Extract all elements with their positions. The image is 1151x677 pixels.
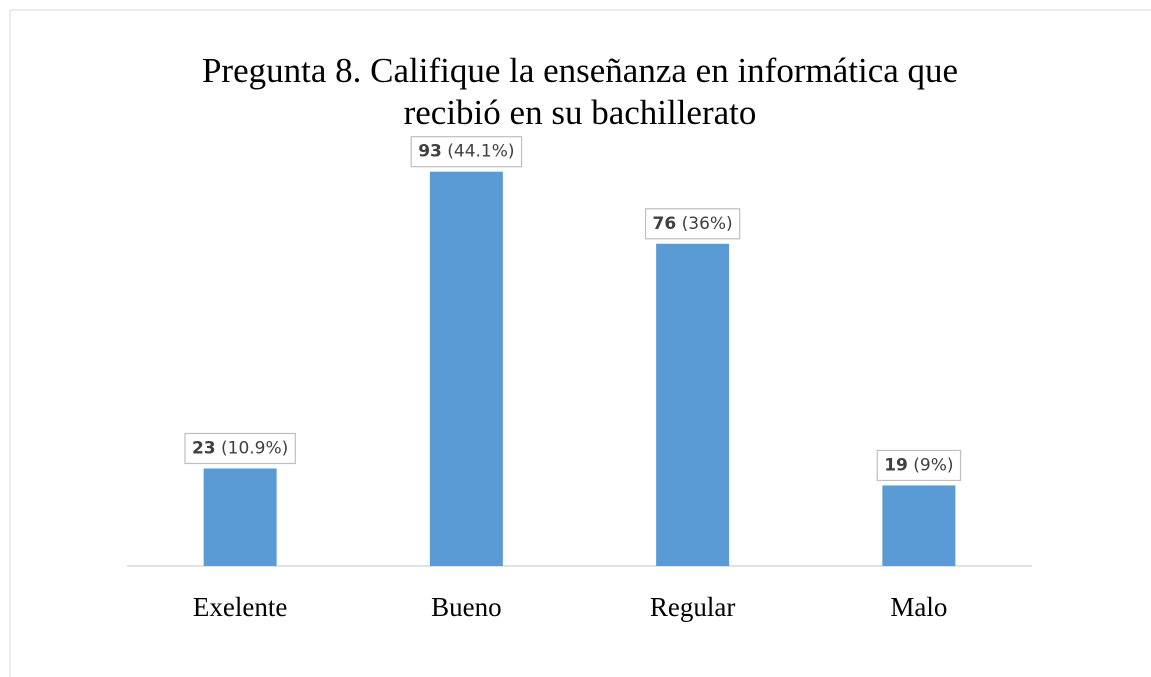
chart-frame — [9, 9, 1151, 677]
bar — [882, 485, 956, 566]
x-tick-label: Regular — [650, 592, 735, 622]
bar — [203, 468, 277, 566]
bar — [429, 171, 503, 566]
data-label: 93 (44.1%) — [418, 142, 514, 162]
x-tick-label: Malo — [890, 592, 947, 622]
data-label: 19 (9%) — [884, 455, 953, 475]
data-label-value: 76 — [653, 214, 677, 234]
data-label-value: 19 — [884, 455, 908, 475]
data-label-box — [184, 432, 296, 465]
chart-title: Pregunta 8. Califique la enseñanza en in… — [201, 51, 959, 132]
data-label-box — [410, 136, 523, 168]
data-label-value: 23 — [192, 438, 216, 458]
data-label-box — [644, 208, 741, 240]
data-label-percent: (10.9%) — [221, 438, 288, 458]
data-label-box — [876, 449, 962, 482]
x-tick-label: Bueno — [431, 592, 502, 622]
data-label: 76 (36%) — [653, 214, 733, 234]
bar — [656, 243, 730, 566]
data-label-percent: (9%) — [913, 455, 953, 475]
data-label: 23 (10.9%) — [192, 438, 288, 458]
data-label-percent: (36%) — [682, 214, 733, 234]
x-tick-label: Exelente — [193, 592, 287, 622]
data-label-value: 93 — [418, 142, 442, 162]
data-label-percent: (44.1%) — [447, 142, 514, 162]
